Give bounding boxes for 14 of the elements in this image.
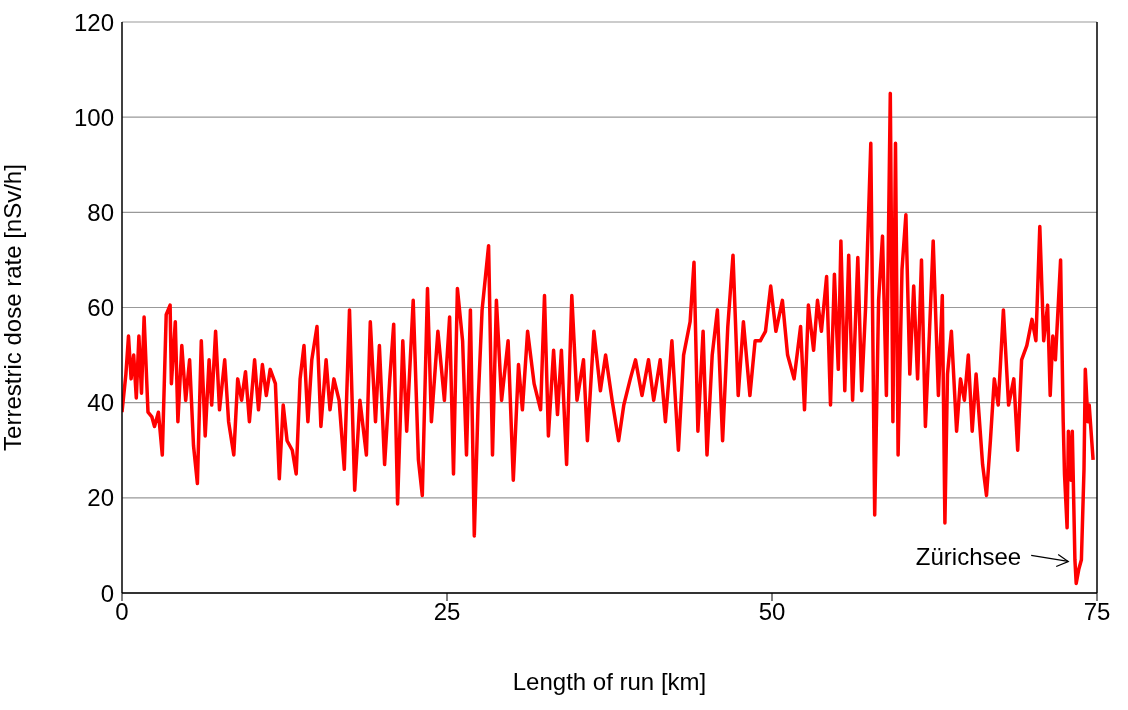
y-axis-title: Terrestric dose rate [nSv/h] <box>0 164 26 451</box>
annotation: Zürichsee <box>915 543 1022 571</box>
x-tick-label: 75 <box>1083 598 1111 626</box>
y-tick-label: 120 <box>73 8 114 36</box>
x-axis-title: Length of run [km] <box>512 668 707 695</box>
y-tick-label: 20 <box>87 484 114 512</box>
y-tick-label: 40 <box>87 389 114 417</box>
y-tick-label: 80 <box>87 198 114 226</box>
y-tick-label: 60 <box>87 294 114 322</box>
x-tick-label: 25 <box>433 598 461 626</box>
y-tick-label: 0 <box>100 579 114 607</box>
x-tick-label: 50 <box>758 598 786 626</box>
line-series <box>122 91 1095 586</box>
y-tick-label: 100 <box>73 103 114 131</box>
